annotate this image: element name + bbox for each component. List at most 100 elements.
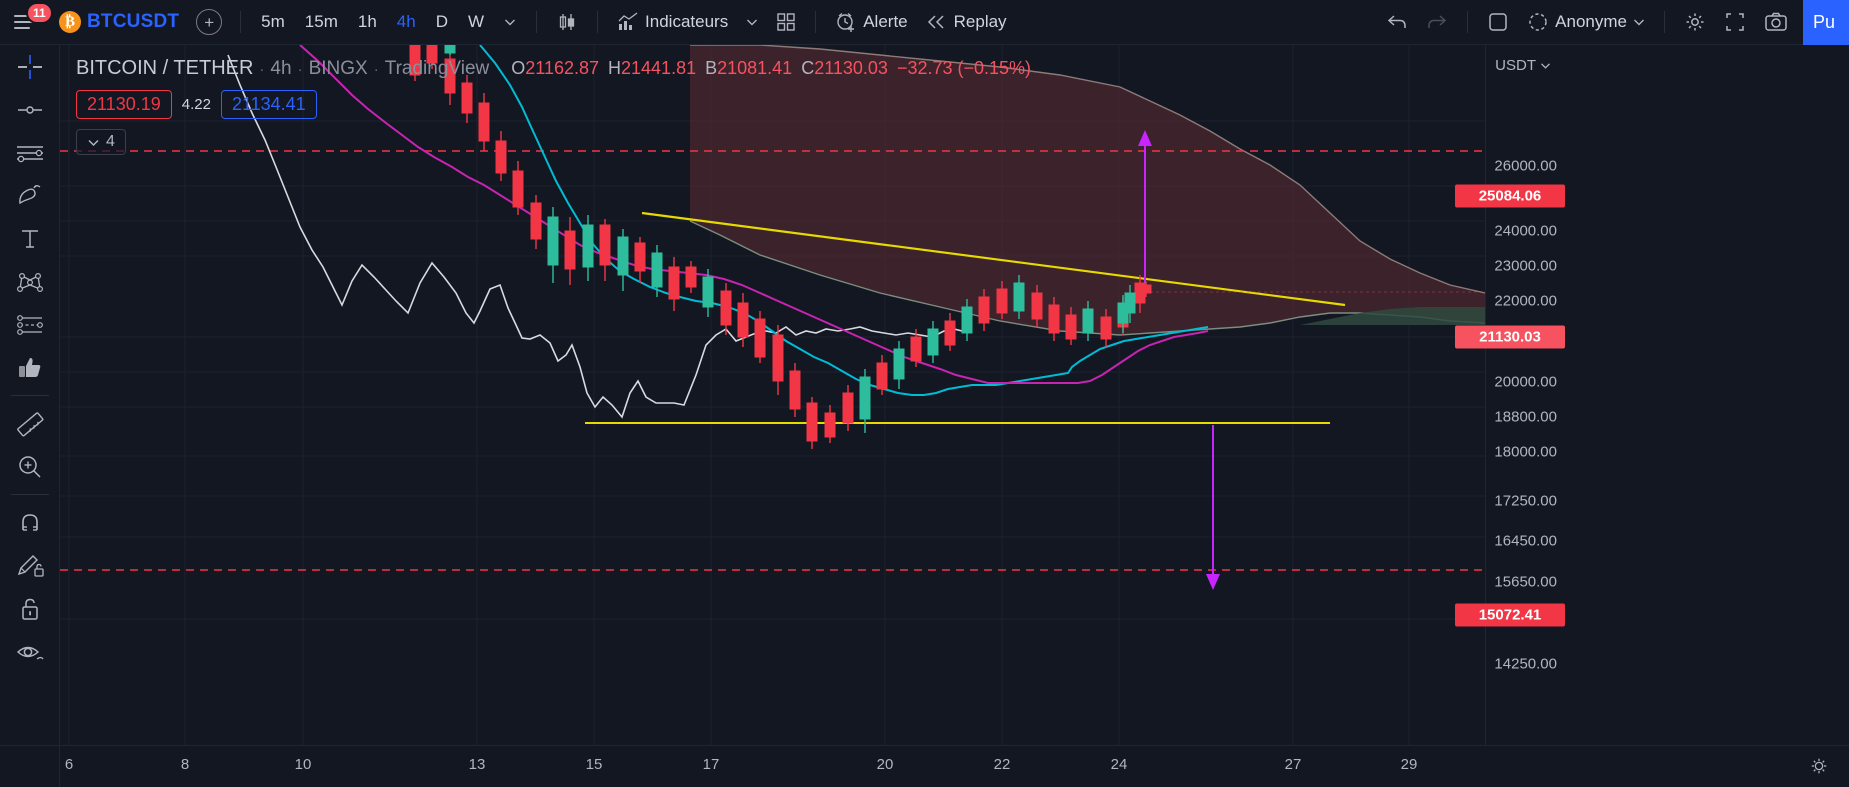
fib-retracement-icon[interactable] <box>0 131 60 174</box>
price-tick: 24000.00 <box>1494 222 1557 240</box>
timeframe-5m[interactable]: 5m <box>261 12 285 31</box>
replay-button[interactable]: Replay <box>917 6 1016 38</box>
indicators-dropdown-button[interactable] <box>737 6 767 38</box>
zoom-in-icon[interactable] <box>0 445 60 488</box>
timeframe-group: 5m 15m 1h 4h D W <box>251 0 526 44</box>
indicator-group-collapsed[interactable]: 4 <box>76 129 126 155</box>
ohlc-open-value: 21162.87 <box>525 58 600 78</box>
chart-type-button[interactable] <box>547 6 587 38</box>
text-tool-icon[interactable] <box>0 217 60 260</box>
ask-price-badge[interactable]: 21134.41 <box>220 90 317 119</box>
price-tick: 23000.00 <box>1494 257 1557 275</box>
ohlc-close-value: 21130.03 <box>814 58 888 78</box>
undo-button[interactable] <box>1377 6 1417 38</box>
gear-icon <box>1686 13 1704 31</box>
alert-price-badge-upper[interactable]: 25084.06 <box>1455 184 1565 208</box>
magnet-icon[interactable] <box>0 501 60 544</box>
dashed-circle-avatar-icon <box>1529 13 1547 31</box>
price-tick: 16450.00 <box>1494 532 1557 550</box>
ohlc-low-value: 21081.41 <box>717 58 793 78</box>
user-label: Anonyme <box>1555 12 1627 31</box>
legend-interval: 4h <box>270 58 292 79</box>
time-scale-settings-icon[interactable] <box>1809 756 1829 776</box>
timeframe-d[interactable]: D <box>435 12 448 31</box>
top-toolbar: 11 ₿ BTCUSDT + 5m 15m 1h 4h D W <box>0 0 1849 45</box>
bid-price-badge[interactable]: 21130.19 <box>76 90 172 119</box>
time-tick: 20 <box>876 756 894 773</box>
ohlc-high-value: 21441.81 <box>621 58 697 78</box>
legend-separator: · <box>259 61 265 78</box>
fullscreen-icon <box>1726 13 1744 31</box>
legend-symbol: BITCOIN / TETHER <box>76 57 254 79</box>
legend-separator: · <box>297 61 303 78</box>
ichimoku-cloud-bear <box>690 45 1485 335</box>
time-tick: 10 <box>294 756 312 773</box>
main-menu-button[interactable]: 11 <box>0 0 53 45</box>
toolbar-divider <box>1664 11 1665 33</box>
bitcoin-icon: ₿ <box>59 11 81 33</box>
time-tick: 27 <box>1284 756 1302 773</box>
timeframe-1h[interactable]: 1h <box>357 12 377 31</box>
toolbar-divider <box>240 11 242 33</box>
chevron-down-icon <box>1541 63 1550 69</box>
measure-ruler-icon[interactable] <box>0 402 60 445</box>
candlestick-icon <box>559 14 575 30</box>
chart-canvas[interactable]: BITCOIN / TETHER · 4h · BINGX · TradingV… <box>60 45 1485 745</box>
toolbar-divider <box>10 494 49 495</box>
forecast-icon[interactable] <box>0 303 60 346</box>
alarm-clock-plus-icon <box>837 12 855 32</box>
lock-drawings-icon[interactable] <box>0 587 60 630</box>
price-tick: 14250.00 <box>1494 655 1557 673</box>
toolbar-divider <box>536 11 538 33</box>
notification-badge[interactable]: 11 <box>26 1 53 24</box>
price-scale-currency[interactable]: USDT <box>1495 57 1551 74</box>
descending-trendline[interactable] <box>641 211 1346 307</box>
save-layout-button[interactable] <box>1478 6 1518 38</box>
time-tick: 8 <box>180 756 190 773</box>
hamburger-menu-icon <box>14 15 36 29</box>
timeframe-15m[interactable]: 15m <box>304 12 338 31</box>
time-tick: 15 <box>585 756 603 773</box>
price-tick: 22000.00 <box>1494 292 1557 310</box>
brush-icon[interactable] <box>0 174 60 217</box>
arrow-down-annotation[interactable] <box>1206 425 1220 590</box>
indicators-button[interactable]: Indicateurs <box>608 6 737 38</box>
symbol-label: BTCUSDT <box>87 11 180 32</box>
add-symbol-button[interactable]: + <box>188 9 230 35</box>
patterns-icon[interactable] <box>0 260 60 303</box>
redo-button[interactable] <box>1417 6 1457 38</box>
crosshair-cursor-icon[interactable] <box>0 45 60 88</box>
timeframe-w[interactable]: W <box>468 12 485 31</box>
time-tick: 24 <box>1110 756 1128 773</box>
legend-separator: · <box>373 61 379 78</box>
trend-line-icon[interactable] <box>0 88 60 131</box>
symbol-search-button[interactable]: ₿ BTCUSDT <box>50 6 188 38</box>
price-scale[interactable]: USDT 26000.00 24000.00 23000.00 22000.00… <box>1455 45 1849 745</box>
snapshot-button[interactable] <box>1755 6 1797 38</box>
timeframe-more-button[interactable] <box>494 6 526 38</box>
time-tick: 13 <box>468 756 486 773</box>
arrow-up-annotation[interactable] <box>1138 130 1152 290</box>
hide-drawings-eye-icon[interactable] <box>0 630 60 673</box>
time-tick: 29 <box>1400 756 1418 773</box>
price-tick: 18000.00 <box>1494 443 1557 461</box>
timeframe-4h[interactable]: 4h <box>396 12 416 31</box>
ichimoku-kijun-line <box>299 45 1209 384</box>
ohlc-high-key: H <box>608 58 622 78</box>
alert-label: Alerte <box>863 12 908 31</box>
chart-svg <box>60 45 1485 745</box>
chevron-down-icon <box>747 19 758 26</box>
time-scale[interactable]: 6 8 10 13 15 17 20 22 24 27 29 <box>60 745 1849 787</box>
user-menu-button[interactable]: Anonyme <box>1518 6 1654 38</box>
last-price-badge[interactable]: 21130.03 <box>1455 325 1565 349</box>
stay-in-drawing-mode-icon[interactable] <box>0 544 60 587</box>
layouts-button[interactable] <box>767 6 805 38</box>
publish-button[interactable]: Pu <box>1803 0 1849 45</box>
legend-exchange: BINGX <box>308 58 368 79</box>
fullscreen-button[interactable] <box>1715 6 1755 38</box>
emoji-thumbs-up-icon[interactable] <box>0 346 60 389</box>
chart-settings-button[interactable] <box>1675 6 1715 38</box>
alert-price-badge-lower[interactable]: 15072.41 <box>1455 603 1565 627</box>
alert-button[interactable]: Alerte <box>826 6 916 38</box>
